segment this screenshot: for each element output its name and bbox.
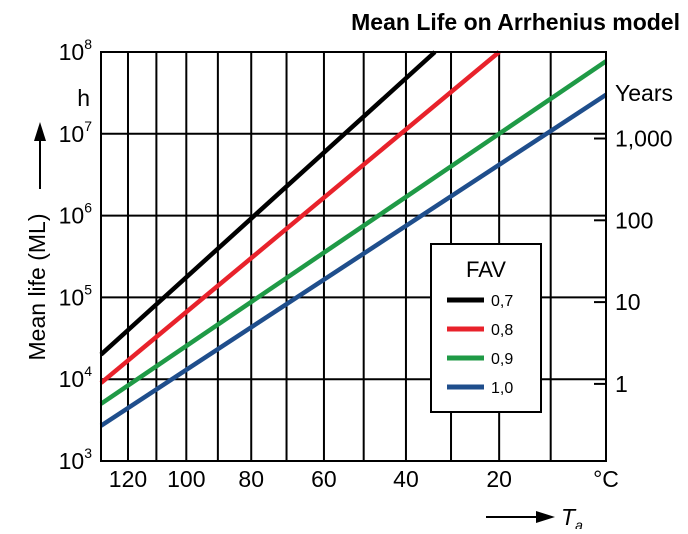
x-tick-label: °C <box>593 466 619 492</box>
x-axis-arrow <box>486 511 555 523</box>
legend-label: 0,7 <box>491 293 513 310</box>
x-axis-title: Ta <box>561 504 583 529</box>
y-tick-exponent: 8 <box>84 36 92 52</box>
y2-tick-label: 10 <box>615 289 641 315</box>
y-tick-base: 10 <box>59 39 85 65</box>
x-axis-title-sub: a <box>575 517 583 529</box>
x-axis-title-main: T <box>561 504 577 529</box>
y-tick-label: 103 <box>59 445 93 474</box>
series-line <box>99 59 608 406</box>
y2-axis-ticks: 1 10 100 1,000 <box>615 126 673 397</box>
y-tick-base: 10 <box>59 121 85 147</box>
legend-label: 0,8 <box>491 322 513 339</box>
x-tick-label: 100 <box>167 466 205 492</box>
x-tick-label: 40 <box>393 466 419 492</box>
chart-title: Mean Life on Arrhenius model <box>351 9 680 35</box>
y-tick-exponent: 5 <box>84 281 92 297</box>
y-tick-base: 10 <box>59 203 85 229</box>
y-tick-exponent: 6 <box>84 200 92 216</box>
y2-tick-label: 100 <box>615 207 653 233</box>
legend: FAV 0,7 0,8 0,9 1,0 <box>430 243 542 413</box>
y-axis-arrow <box>34 122 46 189</box>
x-tick-label: 120 <box>109 466 147 492</box>
y-tick-base: 10 <box>59 284 85 310</box>
series-line <box>99 50 437 357</box>
y-tick-label: 107 <box>59 118 93 147</box>
series-layer <box>99 50 608 428</box>
plot-frame <box>100 51 607 462</box>
y-tick-label: 108 <box>59 36 93 65</box>
y-tick-base: 10 <box>59 448 85 474</box>
y-tick-label: 105 <box>59 281 93 310</box>
y2-tick-label: 1,000 <box>615 126 673 152</box>
x-tick-label: 60 <box>311 466 337 492</box>
y-tick-exponent: 7 <box>84 118 92 134</box>
y-unit-label: h <box>77 85 90 111</box>
x-tick-label: 20 <box>486 466 512 492</box>
y-tick-label: 104 <box>59 363 93 392</box>
legend-title: FAV <box>466 257 506 282</box>
series-line <box>99 50 501 385</box>
legend-label: 0,9 <box>491 351 513 368</box>
legend-items: 0,7 0,8 0,9 1,0 <box>447 293 513 397</box>
series-line <box>99 92 608 428</box>
y-tick-exponent: 4 <box>84 363 92 379</box>
legend-label: 1,0 <box>491 380 513 397</box>
x-tick-label: 80 <box>238 466 264 492</box>
y-tick-exponent: 3 <box>84 445 92 461</box>
y2-tick-label: 1 <box>615 371 628 397</box>
y-tick-label: 106 <box>59 200 93 229</box>
x-axis-ticks: 120 100 80 60 40 20 °C <box>109 466 619 492</box>
y2-axis-title: Years <box>615 80 673 106</box>
y-axis-title: Mean life (ML) <box>24 214 50 361</box>
y-tick-base: 10 <box>59 366 85 392</box>
